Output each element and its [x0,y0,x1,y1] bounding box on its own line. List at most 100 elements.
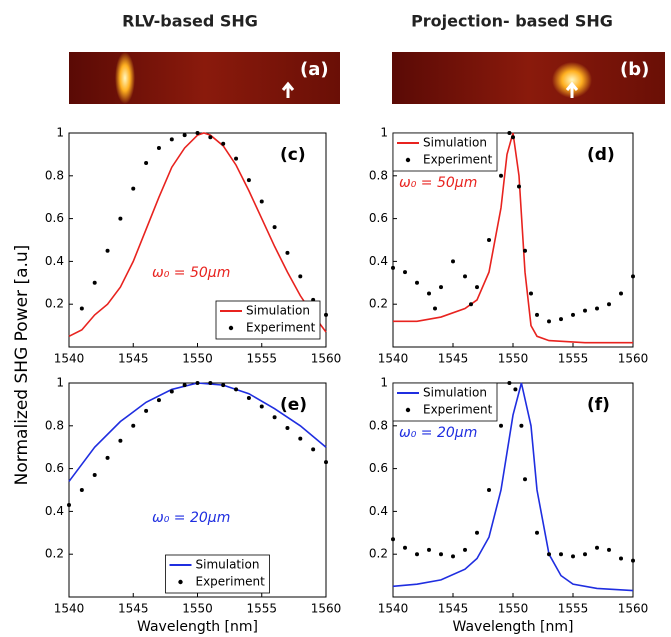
point [208,135,212,139]
point [547,552,551,556]
point [221,142,225,146]
point [463,548,467,552]
point [391,266,395,270]
image-b: (b) [392,52,665,104]
x-tick-label: 1550 [498,602,529,616]
y-tick-label: 0.6 [45,461,64,475]
y-tick-label: 0.6 [369,211,388,225]
y-tick-label: 0.8 [45,418,64,432]
column-title: RLV-based SHG [122,12,258,31]
point [583,309,587,313]
point [595,306,599,310]
spot [115,52,135,104]
point [106,249,110,253]
point [529,292,533,296]
x-tick-label: 1555 [558,602,589,616]
x-axis-label: Wavelength [nm] [137,619,258,635]
legend-swatch [178,580,182,584]
point [131,187,135,191]
point [157,146,161,150]
x-tick-label: 1540 [54,352,85,366]
point [311,447,315,451]
point [487,488,491,492]
x-tick-label: 1550 [182,352,213,366]
point [403,546,407,550]
legend-label: Simulation [246,304,310,318]
point [517,185,521,189]
point [196,131,200,135]
point [183,133,187,137]
x-tick-label: 1545 [118,352,149,366]
x-tick-label: 1560 [311,602,342,616]
point [80,488,84,492]
point [273,415,277,419]
y-tick-label: 1 [380,376,388,390]
point [571,554,575,558]
x-tick-label: 1540 [54,602,85,616]
column-title: Projection- based SHG [411,12,613,31]
point [273,225,277,229]
point [247,178,251,182]
point [487,238,491,242]
point [93,473,97,477]
x-tick-label: 1550 [182,602,213,616]
x-tick-label: 1555 [246,352,277,366]
panel-label: (f) [587,395,610,415]
y-tick-label: 0.6 [45,211,64,225]
annotation: ω₀ = 50μm [152,265,230,281]
point [463,274,467,278]
x-tick-label: 1545 [438,352,469,366]
point [80,306,84,310]
y-tick-label: 1 [380,126,388,140]
point [415,281,419,285]
point [144,161,148,165]
point [519,424,523,428]
point [571,313,575,317]
y-tick-label: 1 [56,376,64,390]
y-tick-label: 0.8 [45,168,64,182]
annotation: ω₀ = 50μm [399,175,477,191]
y-tick-label: 0.8 [369,418,388,432]
point [535,531,539,535]
point [499,424,503,428]
y-tick-label: 0.2 [369,297,388,311]
point [285,426,289,430]
point [260,405,264,409]
point [507,381,511,385]
point [234,157,238,161]
point [118,439,122,443]
x-tick-label: 1550 [498,352,529,366]
point [118,217,122,221]
image-label: (b) [620,59,649,80]
point [583,552,587,556]
point [391,537,395,541]
point [131,424,135,428]
point [631,274,635,278]
y-tick-label: 0.8 [369,168,388,182]
point [535,313,539,317]
point [196,381,200,385]
panel-label: (e) [280,395,307,415]
x-tick-label: 1560 [618,352,649,366]
point [285,251,289,255]
point [170,137,174,141]
legend-swatch [229,326,233,330]
x-tick-label: 1540 [378,602,409,616]
point [234,387,238,391]
point [298,274,302,278]
legend-label: Simulation [423,386,487,400]
point [469,302,473,306]
y-tick-label: 0.4 [45,504,64,518]
legend-label: Simulation [423,136,487,150]
y-tick-label: 0.4 [369,504,388,518]
y-tick-label: 0.4 [369,254,388,268]
point [499,174,503,178]
point [427,292,431,296]
point [439,552,443,556]
point [619,292,623,296]
point [298,437,302,441]
image-label: (a) [300,59,329,80]
point [67,503,71,507]
point [433,306,437,310]
point [324,460,328,464]
